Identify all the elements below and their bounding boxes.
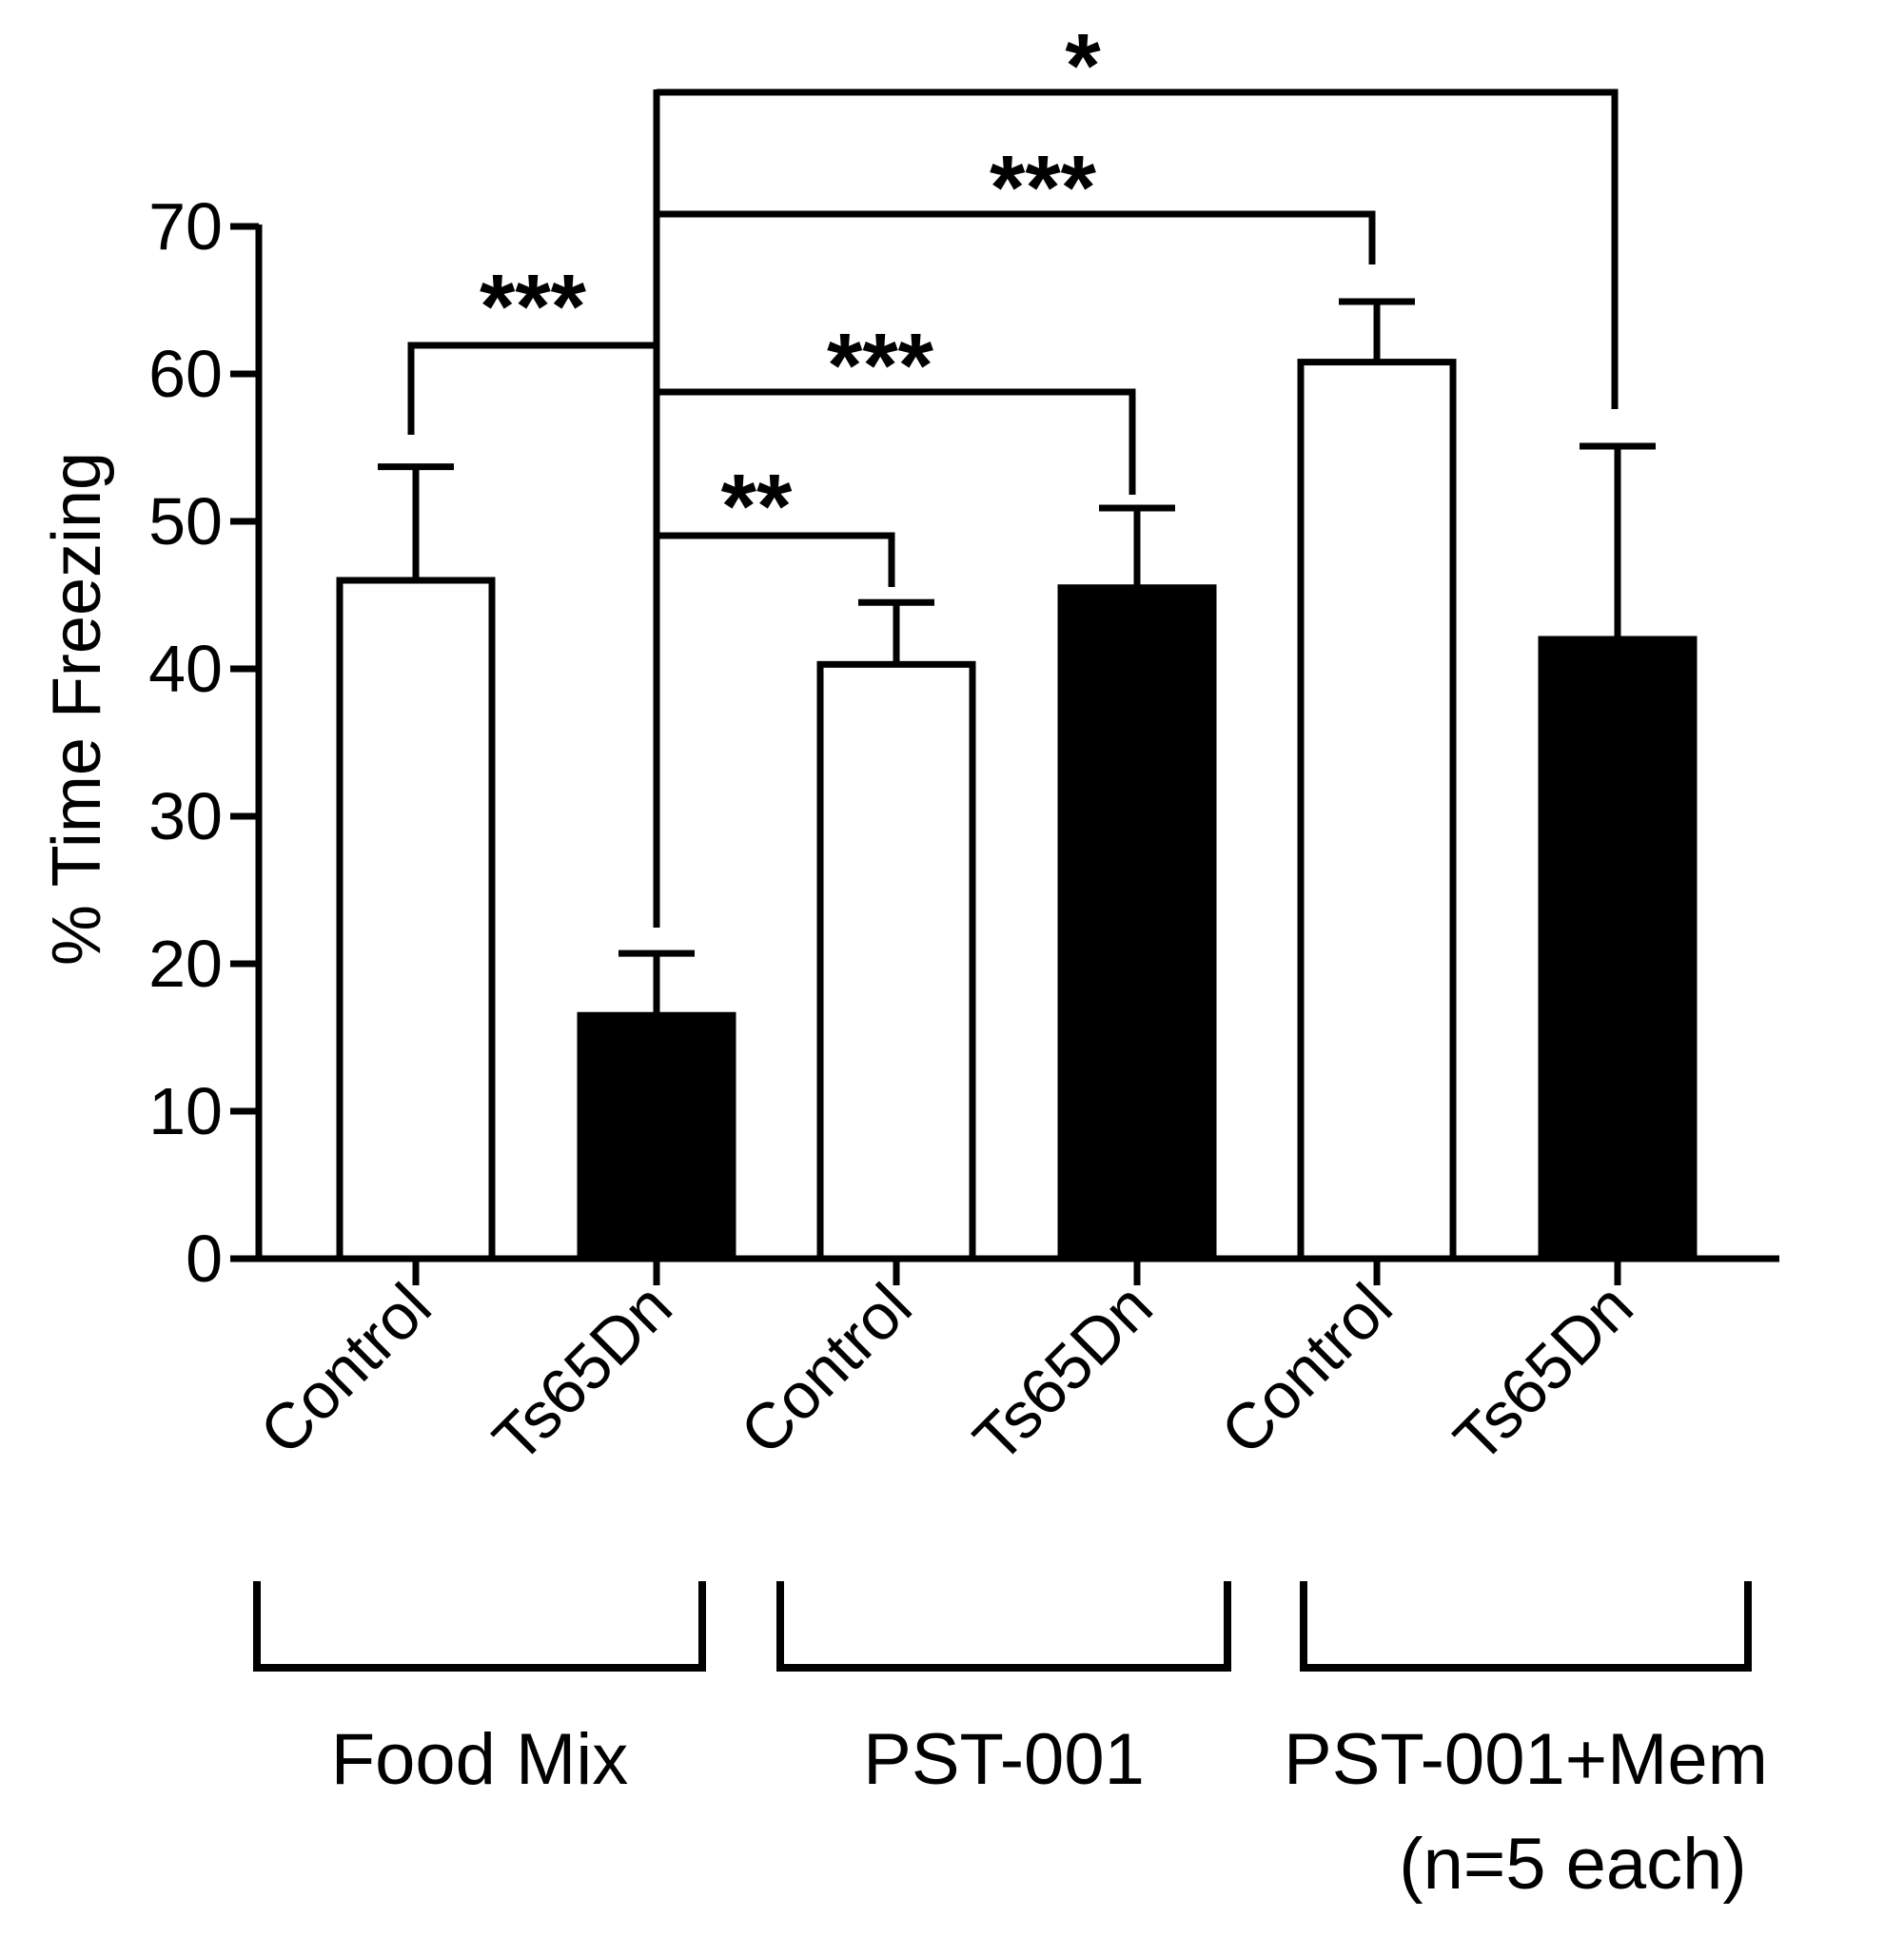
y-tick-label-40: 40 [148,632,223,706]
y-tick-label-20: 20 [148,927,223,1001]
significance-label-4: *** [990,137,1097,239]
y-tick-label-10: 10 [148,1074,223,1148]
significance-label-2: ** [721,456,793,558]
category-label-5: Control [1207,1270,1406,1469]
category-label-6: Ts65Dn [1441,1270,1647,1477]
y-tick-label-70: 70 [148,189,223,264]
significance-bracket-1 [407,342,657,435]
significance-label-1: *** [480,256,587,358]
group-bracket-2 [776,1581,1231,1672]
bar-2 [577,1011,736,1262]
bar-4 [1057,584,1217,1262]
y-tick-label-60: 60 [148,337,223,411]
category-label-3: Control [727,1270,926,1469]
significance-bracket-5 [657,88,1619,409]
category-label-2: Ts65Dn [480,1270,686,1477]
category-label-1: Control [246,1270,445,1469]
y-tick-label-50: 50 [148,484,223,558]
significance-label-5: * [1065,15,1101,117]
bar-3 [816,660,976,1262]
significance-label-3: *** [827,315,934,417]
bar-6 [1538,636,1698,1262]
y-tick-label-0: 0 [186,1222,223,1296]
group-label-2: PST-001 [863,1719,1145,1800]
group-bracket-3 [1300,1581,1752,1672]
group-label-3: PST-001+Mem [1284,1719,1768,1800]
significance-bracket-2 [657,532,895,587]
bar-5 [1297,359,1457,1262]
group-note: (n=5 each) [1399,1824,1746,1905]
significance-bracket-4 [657,210,1376,264]
y-axis-label: % Time Freezing [39,452,115,966]
significance-bracket-3 [657,388,1136,495]
category-label-4: Ts65Dn [960,1270,1167,1477]
y-tick-label-30: 30 [148,779,223,853]
group-bracket-1 [253,1581,706,1672]
bar-1 [336,577,496,1262]
group-label-1: Food Mix [331,1719,629,1800]
